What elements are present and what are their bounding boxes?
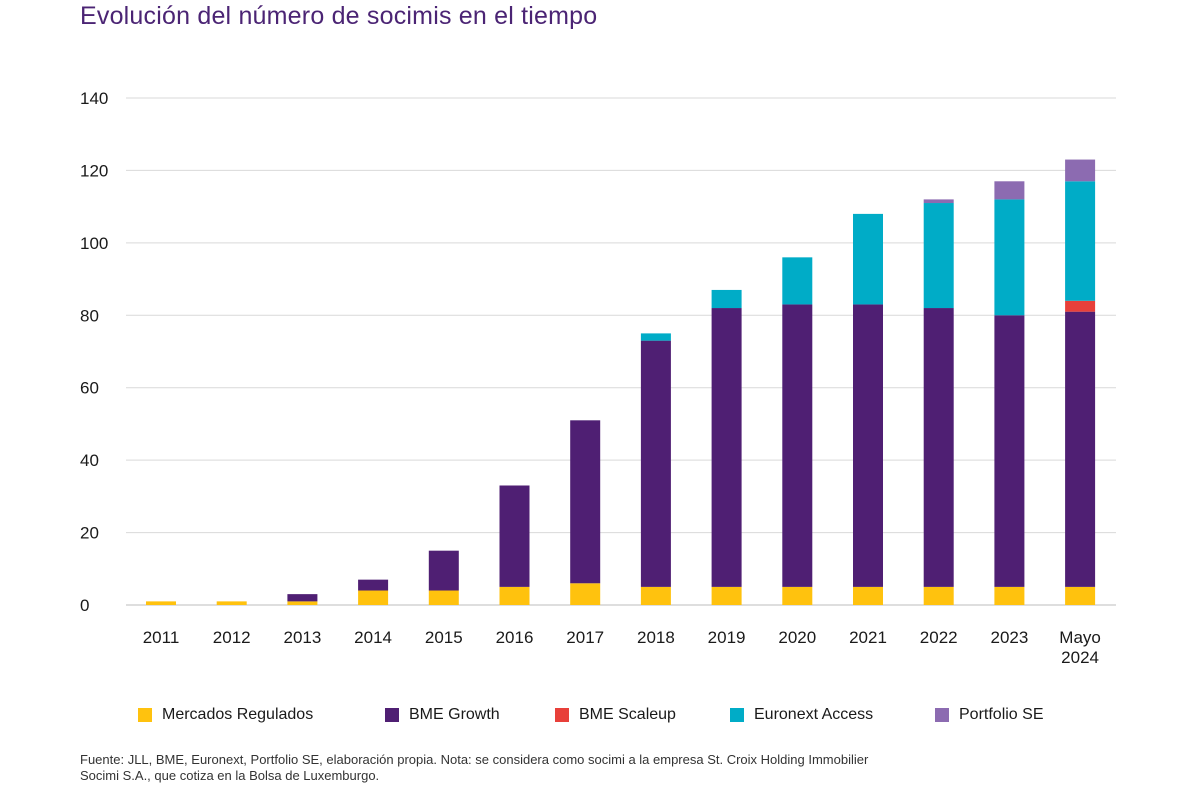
x-tick-label-line: 2017 [566,628,604,647]
bar-euronext-access-2022 [923,203,954,309]
bar-mercados-regulados-2012 [216,601,247,605]
bar-euronext-access-2020 [782,257,813,305]
bar-mercados-regulados-mayo-2024 [1065,586,1096,605]
bar-bme-growth-2021 [853,304,883,587]
bar-mercados-regulados-2014 [358,590,389,605]
y-tick-label-120: 120 [80,161,108,180]
bar-mercados-regulados-2016 [499,586,530,605]
footnote-line-2: Socimi S.A., que cotiza en la Bolsa de L… [80,768,380,783]
y-tick-label-80: 80 [80,306,99,325]
x-tick-label-2023: 2023 [990,628,1028,647]
bar-bme-growth-2022 [923,308,954,587]
legend-swatch-portfolio-se [935,708,949,722]
x-tick-label-line: 2020 [778,628,816,647]
x-tick-label-line: 2016 [496,628,534,647]
x-tick-label-2011: 2011 [143,628,180,647]
y-tick-label-20: 20 [80,524,99,543]
x-tick-label-line: 2018 [637,628,675,647]
x-tick-label-line: 2015 [425,628,463,647]
x-tick-label-2015: 2015 [425,628,463,647]
x-tick-label-line: 2012 [213,628,251,647]
x-tick-label-2014: 2014 [354,628,392,647]
bar-bme-growth-2023 [994,315,1025,587]
x-tick-label-line: 2019 [708,628,746,647]
x-tick-label-line: 2024 [1061,648,1099,667]
bar-bme-scaleup-mayo-2024 [1065,300,1096,312]
legend-swatch-bme-growth [385,708,399,722]
x-tick-label-2017: 2017 [566,628,604,647]
bar-mercados-regulados-2011 [146,601,176,605]
legend-item-bme-growth: BME Growth [385,706,500,724]
x-tick-label-line: 2021 [849,628,887,647]
x-tick-label-2020: 2020 [778,628,816,647]
bar-euronext-access-2019 [711,289,742,309]
bar-bme-growth-2018 [640,340,671,587]
x-tick-label-mayo-2024: Mayo 2024 [1059,628,1101,667]
bar-mercados-regulados-2013 [287,601,318,605]
bar-mercados-regulados-2019 [711,586,742,605]
bar-mercados-regulados-2022 [923,586,954,605]
y-tick-label-100: 100 [80,234,108,253]
stacked-bar-chart: 0 20 40 60 80 100 120 140 2011 2012 2013 2014 2015 20… [80,89,1116,667]
x-tick-label-line: 2022 [920,628,958,647]
x-tick-label-line: 2023 [990,628,1028,647]
x-tick-label-2012: 2012 [213,628,251,647]
y-tick-label-60: 60 [80,379,99,398]
x-tick-label-line: Mayo [1059,628,1101,647]
x-tick-label-2016: 2016 [496,628,534,647]
bar-euronext-access-2023 [994,199,1025,316]
bar-mercados-regulados-2017 [570,583,601,605]
bar-mercados-regulados-2015 [428,590,459,605]
bar-euronext-access-2021 [853,213,883,305]
x-tick-label-2021: 2021 [849,628,887,647]
x-tick-label-line: 2011 [143,628,180,647]
chart-legend: Mercados Regulados BME Growth BME Scaleu… [138,706,1118,728]
legend-label-portfolio-se: Portfolio SE [959,706,1044,723]
bar-bme-growth-2015 [428,550,459,591]
bar-portfolio-se-2023 [994,181,1025,200]
legend-swatch-mercados-regulados [138,708,152,722]
bar-portfolio-se-2022 [923,199,954,204]
bar-mercados-regulados-2018 [640,586,671,605]
bar-bme-growth-2016 [499,485,530,587]
legend-swatch-euronext-access [730,708,744,722]
legend-item-bme-scaleup: BME Scaleup [555,706,676,724]
x-tick-label-2013: 2013 [283,628,321,647]
bar-mercados-regulados-2021 [853,586,883,605]
x-tick-label-2022: 2022 [920,628,958,647]
legend-label-euronext-access: Euronext Access [754,706,874,723]
y-tick-label-0: 0 [80,596,89,615]
legend-item-euronext-access: Euronext Access [730,706,873,724]
x-tick-label-2019: 2019 [708,628,746,647]
bar-bme-growth-2017 [570,420,601,584]
bar-bme-growth-mayo-2024 [1065,311,1096,587]
y-tick-label-40: 40 [80,451,99,470]
footnote-line-1: Fuente: JLL, BME, Euronext, Portfolio SE… [80,752,869,767]
bar-bme-growth-2014 [358,579,389,591]
x-tick-label-line: 2013 [283,628,321,647]
legend-label-mercados-regulados: Mercados Regulados [162,706,314,723]
bar-bme-growth-2020 [782,304,813,587]
legend-label-bme-scaleup: BME Scaleup [579,706,676,723]
bar-portfolio-se-mayo-2024 [1065,159,1096,182]
legend-swatch-bme-scaleup [555,708,569,722]
chart-title: Evolución del número de socimis en el ti… [80,2,598,30]
legend-item-portfolio-se: Portfolio SE [935,706,1043,724]
bar-euronext-access-2018 [640,333,671,341]
legend-label-bme-growth: BME Growth [409,706,500,723]
source-footnote: Fuente: JLL, BME, Euronext, Portfolio SE… [80,752,1080,784]
x-tick-label-2018: 2018 [637,628,675,647]
bar-euronext-access-mayo-2024 [1065,181,1096,301]
bar-mercados-regulados-2023 [994,586,1025,605]
legend-item-mercados-regulados: Mercados Regulados [138,706,313,724]
bar-bme-growth-2013 [287,594,318,602]
x-tick-label-line: 2014 [354,628,392,647]
bar-mercados-regulados-2020 [782,586,813,605]
y-tick-label-140: 140 [80,89,108,108]
bar-bme-growth-2019 [711,308,742,587]
